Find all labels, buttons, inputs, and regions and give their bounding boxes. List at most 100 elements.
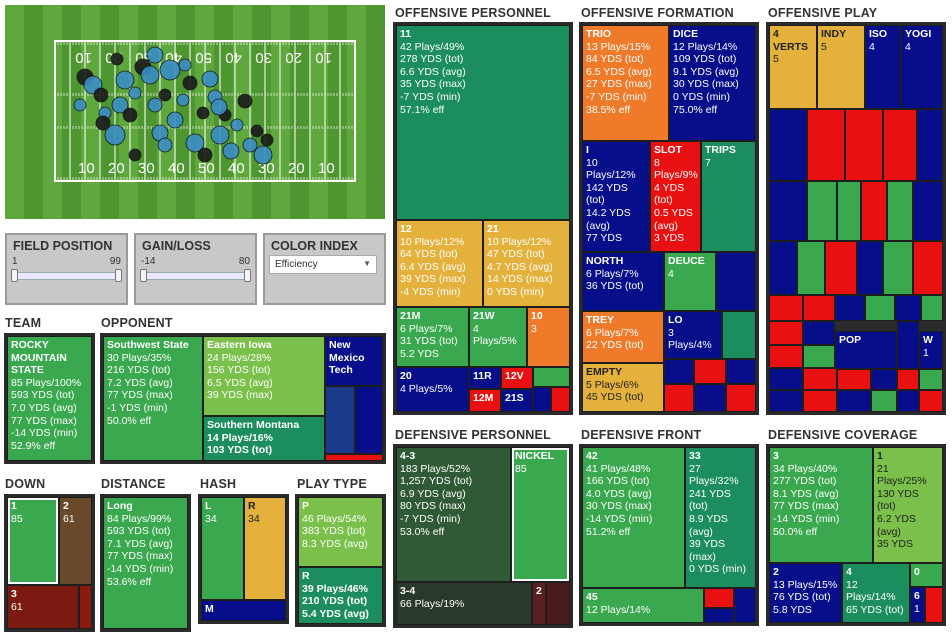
treemap-cell[interactable]: [887, 181, 913, 241]
treemap-cell-p20[interactable]: 20 4 Plays/5%: [396, 367, 469, 412]
treemap-cell[interactable]: [925, 587, 943, 623]
treemap-cell[interactable]: [883, 241, 913, 295]
treemap-cell[interactable]: [769, 181, 807, 241]
treemap-cell-team[interactable]: ROCKY MOUNTAIN STATE 85 Plays/100% 593 YDS…: [7, 336, 92, 461]
treemap-cell[interactable]: [704, 608, 734, 623]
treemap-cell-f42[interactable]: 42 41 Plays/48% 166 YDS (tot) 4.0 YDS (avg)…: [582, 447, 685, 588]
field-position-slider-track[interactable]: [13, 272, 121, 280]
treemap-cell[interactable]: [664, 384, 694, 412]
treemap-cell-p12m[interactable]: 12M: [469, 389, 501, 412]
treemap-cell[interactable]: [897, 390, 919, 412]
treemap-cell[interactable]: [533, 387, 551, 412]
treemap-cell-m[interactable]: M: [201, 600, 286, 621]
treemap-cell-r[interactable]: R 34: [244, 497, 286, 600]
treemap-cell-iso[interactable]: ISO 4: [865, 25, 901, 109]
treemap-cell[interactable]: [325, 454, 383, 461]
treemap-cell-p21w[interactable]: 21W 4 Plays/5%: [469, 307, 527, 367]
field-position-max-handle[interactable]: [115, 269, 122, 282]
treemap-cell-p12v[interactable]: 12V: [501, 367, 533, 389]
treemap-cell[interactable]: [704, 588, 734, 608]
color-index-select[interactable]: Efficiency ▼: [269, 255, 377, 274]
treemap-cell[interactable]: [807, 109, 845, 181]
treemap-cell-dice[interactable]: DICE 12 Plays/14% 109 YDS (tot) 9.1 YDS (av…: [669, 25, 756, 141]
treemap-cell[interactable]: [807, 181, 837, 241]
treemap-cell[interactable]: [722, 311, 756, 359]
treemap-cell[interactable]: [871, 369, 897, 390]
treemap-cell-nmex[interactable]: New Mexico Tech: [325, 336, 383, 386]
treemap-cell-c4[interactable]: 4 12 Plays/14% 65 YDS (tot): [842, 563, 910, 623]
field-position-min-handle[interactable]: [11, 269, 18, 282]
treemap-cell-i[interactable]: I 10 Plays/12% 142 YDS (tot) 14.2 YDS (avg) 77 …: [582, 141, 650, 252]
treemap-cell[interactable]: [734, 588, 756, 623]
treemap-cell[interactable]: [921, 295, 943, 321]
treemap-cell[interactable]: [769, 368, 803, 390]
treemap-cell[interactable]: [917, 109, 943, 181]
treemap-cell-c2[interactable]: 2 13 Plays/15% 76 YDS (tot) 5.8 YDS: [769, 563, 842, 623]
treemap-cell[interactable]: [533, 367, 570, 387]
treemap-cell[interactable]: [913, 241, 943, 295]
treemap-cell-verts[interactable]: 4 VERTS 5: [769, 25, 817, 109]
treemap-cell[interactable]: [835, 295, 865, 321]
treemap-cell[interactable]: [325, 386, 355, 454]
treemap-cell[interactable]: [797, 241, 825, 295]
treemap-cell[interactable]: [769, 295, 803, 321]
treemap-cell[interactable]: [769, 390, 803, 412]
treemap-cell[interactable]: [769, 241, 797, 295]
treemap-cell[interactable]: [803, 321, 835, 345]
treemap-cell-f45[interactable]: 45 12 Plays/14%: [582, 588, 704, 623]
treemap-cell[interactable]: [897, 369, 919, 390]
treemap-cell[interactable]: [865, 295, 895, 321]
treemap-cell[interactable]: [551, 387, 570, 412]
treemap-cell-d1[interactable]: 1 85: [7, 497, 59, 585]
treemap-cell[interactable]: [919, 390, 943, 412]
treemap-cell-c1[interactable]: 1 21 Plays/25% 130 YDS (tot) 6.2 YDS (avg) 35 Y…: [873, 447, 943, 563]
treemap-cell-long[interactable]: Long 84 Plays/99% 593 YDS (tot) 7.1 YDS (av…: [103, 497, 188, 629]
treemap-cell[interactable]: [803, 368, 837, 390]
treemap-cell[interactable]: [726, 384, 756, 412]
treemap-cell-p21s[interactable]: 21S: [501, 389, 533, 412]
treemap-cell-p11r[interactable]: 11R: [469, 367, 501, 389]
treemap-cell[interactable]: [845, 109, 883, 181]
treemap-cell[interactable]: [803, 390, 837, 412]
treemap-cell[interactable]: [837, 181, 861, 241]
treemap-cell[interactable]: [837, 390, 871, 412]
treemap-cell-p21[interactable]: 21 10 Plays/12% 47 YDS (tot) 4.7 YDS (avg) 1…: [483, 220, 570, 307]
treemap-cell-p12[interactable]: 12 10 Plays/12% 64 YDS (tot) 6.4 YDS (avg) 3…: [396, 220, 483, 307]
treemap-cell-d34[interactable]: 3-4 66 Plays/19%: [396, 582, 532, 625]
treemap-cell[interactable]: [664, 359, 694, 384]
treemap-cell[interactable]: [694, 384, 726, 412]
treemap-cell-d2[interactable]: 2: [532, 582, 546, 625]
treemap-cell[interactable]: [883, 109, 917, 181]
treemap-cell[interactable]: [803, 345, 835, 368]
treemap-cell-trey[interactable]: TREY 6 Plays/7% 22 YDS (tot): [582, 311, 664, 363]
gain-loss-slider-track[interactable]: [142, 272, 250, 280]
treemap-cell-trips[interactable]: TRIPS 7: [701, 141, 756, 252]
treemap-cell-d43[interactable]: 4-3 183 Plays/52% 1,257 YDS (tot) 6.9 YDS (…: [396, 447, 511, 582]
treemap-cell-slot[interactable]: SLOT 8 Plays/9% 4 YDS (tot) 0.5 YDS (avg) 3 YDS: [650, 141, 701, 252]
football-field[interactable]: 102030405040302010102030405040302010: [5, 5, 385, 219]
treemap-cell-c0[interactable]: 0: [910, 563, 943, 587]
treemap-cell-north[interactable]: NORTH 6 Plays/7% 36 YDS (tot): [582, 252, 664, 311]
treemap-cell[interactable]: [919, 369, 943, 390]
treemap-cell-d2[interactable]: 2 61: [59, 497, 92, 585]
treemap-cell[interactable]: [895, 295, 921, 321]
treemap-cell-lo[interactable]: LO 3 Plays/4%: [664, 311, 722, 359]
treemap-cell[interactable]: [79, 585, 92, 629]
treemap-cell[interactable]: [857, 241, 883, 295]
treemap-cell-smont[interactable]: Southern Montana 14 Plays/16% 103 YDS (tot…: [203, 416, 325, 461]
treemap-cell[interactable]: [803, 295, 835, 321]
treemap-cell[interactable]: [355, 386, 383, 454]
treemap-cell-nickel[interactable]: NICKEL 85: [511, 447, 570, 582]
treemap-cell[interactable]: [871, 390, 897, 412]
treemap-cell-trio[interactable]: TRIO 13 Plays/15% 84 YDS (tot) 6.5 YDS (avg…: [582, 25, 669, 141]
treemap-cell[interactable]: [913, 181, 943, 241]
treemap-cell-empty[interactable]: EMPTY 5 Plays/6% 45 YDS (tot): [582, 363, 664, 412]
treemap-cell[interactable]: [694, 359, 726, 384]
treemap-cell[interactable]: [861, 181, 887, 241]
gain-loss-max-handle[interactable]: [244, 269, 251, 282]
treemap-cell-p10[interactable]: 10 3: [527, 307, 570, 367]
treemap-cell-swst[interactable]: Southwest State 30 Plays/35% 216 YDS (tot)…: [103, 336, 203, 461]
treemap-cell-f33[interactable]: 33 27 Plays/32% 241 YDS (tot) 8.9 YDS (avg) 39 …: [685, 447, 756, 588]
